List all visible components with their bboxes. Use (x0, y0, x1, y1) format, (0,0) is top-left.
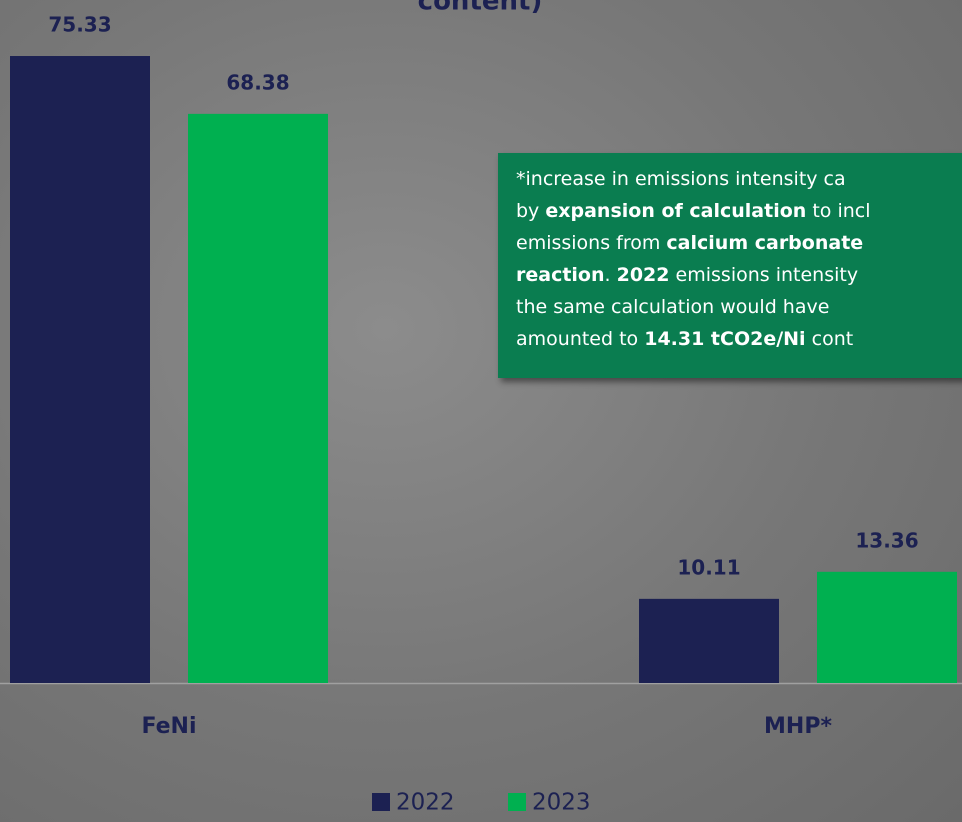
annotation-line: *increase in emissions intensity ca (516, 163, 962, 195)
data-label: 68.38 (226, 70, 289, 94)
annotation-line: reaction. 2022 emissions intensity (516, 259, 962, 291)
annotation-line: the same calculation would have (516, 291, 962, 323)
bar (817, 571, 957, 683)
annotation-text: amounted to (516, 328, 645, 350)
data-label: 10.11 (677, 555, 740, 579)
data-label: 75.33 (48, 13, 111, 37)
annotation-text: expansion of calculation (545, 200, 807, 222)
annotation-text: 14.31 tCO2e/Ni (644, 328, 806, 350)
annotation-text: cont (805, 328, 854, 350)
chart-title: content) (418, 0, 543, 17)
legend-swatch (372, 793, 390, 811)
annotation-text: reaction (516, 264, 605, 286)
annotation-text: the same calculation would have (516, 296, 830, 318)
bar (639, 598, 779, 683)
annotation-text: emissions intensity (669, 264, 859, 286)
annotation-box: *increase in emissions intensity ca by ex… (498, 153, 962, 378)
annotation-line: emissions from calcium carbonate (516, 227, 962, 259)
bar (10, 56, 150, 683)
annotation-text: . (604, 264, 617, 286)
annotation-line: by expansion of calculation to incl (516, 195, 962, 227)
annotation-text: *increase in emissions intensity ca (516, 168, 846, 190)
annotation-text: 2022 (616, 264, 670, 286)
annotation-line: amounted to 14.31 tCO2e/Ni cont (516, 323, 962, 355)
x-tick-label: MHP* (764, 714, 832, 739)
annotation-text: to incl (806, 200, 871, 222)
data-label: 13.36 (855, 528, 918, 552)
legend-swatch (508, 793, 526, 811)
legend-label: 2023 (532, 790, 591, 816)
annotation-text: calcium carbonate (666, 232, 864, 254)
annotation-text: by (516, 200, 546, 222)
annotation-text: emissions from (516, 232, 667, 254)
legend-label: 2022 (396, 790, 455, 816)
bar (188, 113, 328, 683)
x-tick-label: FeNi (141, 714, 196, 739)
